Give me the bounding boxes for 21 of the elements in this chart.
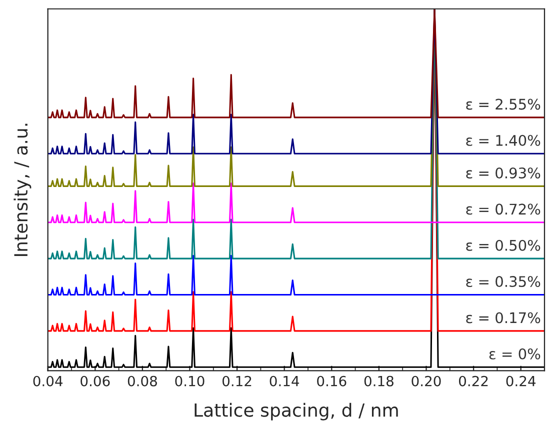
x-tick-label: 0.06 (80, 376, 110, 386)
series-label: ε = 0.93% (466, 167, 540, 178)
x-tick-label: 0.20 (412, 376, 441, 386)
series-label: ε = 1.40% (466, 134, 540, 146)
series-label: ε = 0% (489, 348, 540, 360)
x-tick-label: 0.16 (317, 376, 346, 386)
x-tick-label: 0.08 (128, 376, 157, 386)
x-tick-label: 0.22 (459, 376, 488, 386)
series-label: ε = 2.55% (466, 98, 540, 110)
y-axis-title: Intensity, / a.u. (14, 124, 32, 256)
x-axis-title: Lattice spacing, d / nm (194, 402, 398, 420)
x-tick-label: 0.04 (33, 376, 63, 386)
x-tick-label: 0.24 (506, 376, 536, 386)
series-label: ε = 0.17% (466, 312, 540, 324)
x-tick-label: 0.18 (364, 376, 394, 386)
series-label: ε = 0.50% (466, 240, 540, 251)
x-tick-label: 0.14 (270, 376, 300, 386)
series-label: ε = 0.72% (466, 204, 540, 215)
x-tick-label: 0.10 (175, 376, 204, 386)
x-tick-label: 0.12 (222, 376, 252, 386)
series-label: ε = 0.35% (466, 276, 540, 288)
